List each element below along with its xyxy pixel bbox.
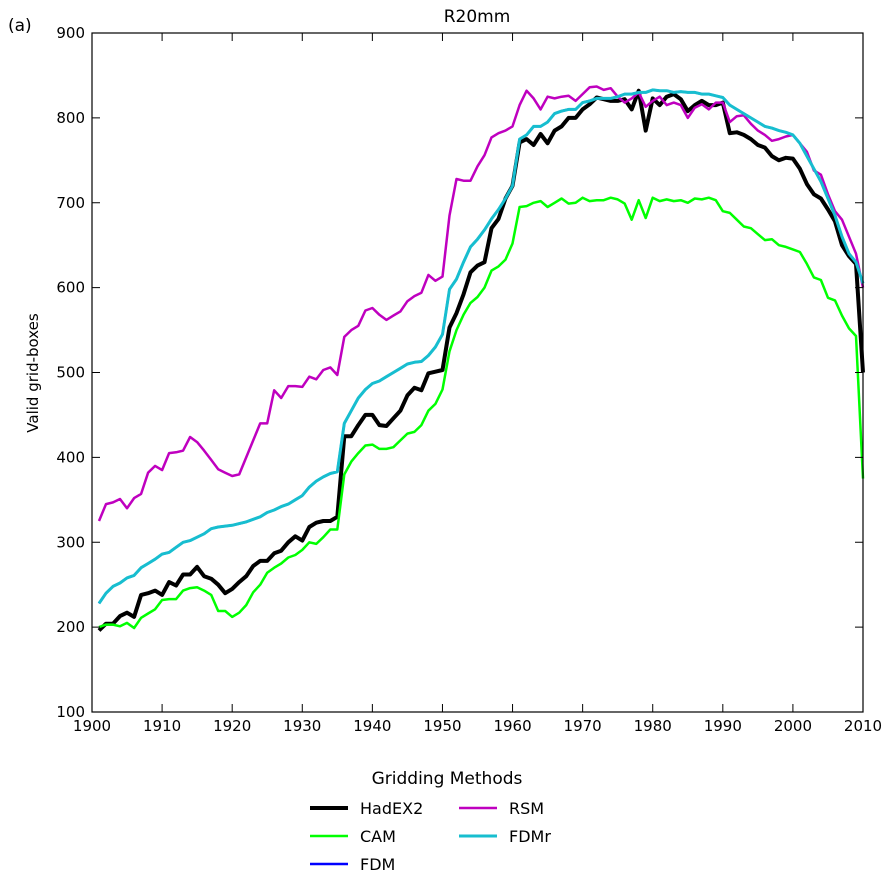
legend-title: Gridding Methods: [372, 769, 523, 789]
series-layer: [97, 85, 865, 632]
legend: Gridding Methods HadEX2 CAM FDM RSM FDMr: [310, 769, 551, 874]
x-tick-label: 1970: [564, 717, 602, 735]
series-line-rsm: [97, 85, 865, 522]
series-line-fdm: [97, 88, 865, 605]
y-axis-label: Valid grid-boxes: [24, 313, 42, 433]
y-tick-label: 900: [56, 24, 85, 42]
axes-layer: 1900 1910 1920 1930 1940 1950 1960 1970 1980 1990…: [56, 24, 882, 735]
x-tick-label: 1940: [353, 717, 391, 735]
x-tick-label: 1910: [143, 717, 181, 735]
legend-label-cam: CAM: [360, 827, 396, 846]
x-tick-label: 1930: [283, 717, 321, 735]
x-tick-label: 1990: [704, 717, 742, 735]
x-tick-label: 1980: [634, 717, 672, 735]
legend-label-rsm: RSM: [509, 799, 544, 818]
y-tick-label: 500: [56, 364, 85, 382]
chart-title: R20mm: [444, 7, 511, 27]
y-tick-label: 200: [56, 618, 85, 636]
x-tick-label: 2010: [844, 717, 882, 735]
series-line-hadex2: [97, 88, 865, 632]
series-line-fdmr: [97, 88, 865, 605]
y-tick-label: 600: [56, 279, 85, 297]
x-tick-label: 2000: [774, 717, 812, 735]
x-tick-label: 1920: [213, 717, 251, 735]
x-tick-label: 1960: [493, 717, 531, 735]
y-tick-label: 300: [56, 533, 85, 551]
series-line-cam: [98, 196, 865, 630]
y-tick-label: 100: [56, 703, 85, 721]
x-tick-label: 1950: [423, 717, 461, 735]
legend-label-hadex2: HadEX2: [360, 799, 423, 818]
panel-label: (a): [8, 16, 32, 36]
legend-label-fdmr: FDMr: [509, 827, 551, 846]
y-tick-label: 700: [56, 194, 85, 212]
y-tick-label: 800: [56, 109, 85, 127]
y-tick-label: 400: [56, 448, 85, 466]
x-tick-label: 1900: [73, 717, 111, 735]
legend-label-fdm: FDM: [360, 855, 395, 874]
